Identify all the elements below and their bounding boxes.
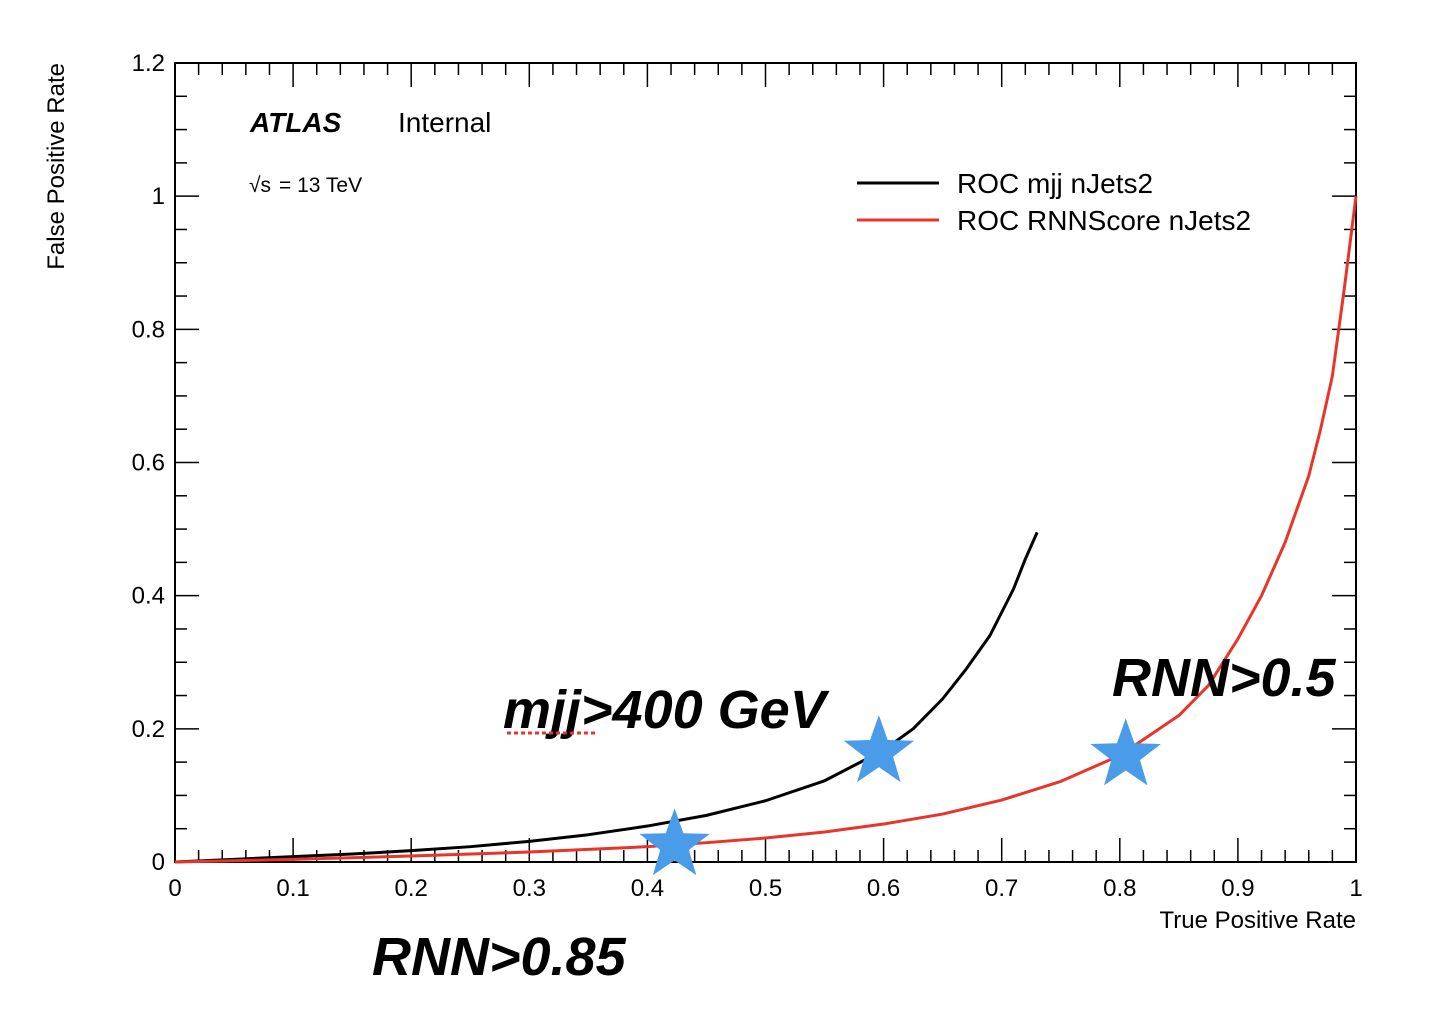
- legend: ROC mjj nJets2 ROC RNNScore nJets2: [857, 168, 1251, 236]
- x-tick-label: 0.8: [1103, 875, 1136, 902]
- y-tick-label: 1: [152, 183, 165, 210]
- x-tick-label: 0.7: [985, 875, 1018, 902]
- x-tick-label: 1: [1349, 875, 1362, 902]
- y-axis-title: False Positive Rate: [43, 63, 70, 270]
- x-tick-label: 0: [168, 875, 181, 902]
- star-marker-mjj-400: [843, 715, 915, 783]
- x-tick-label: 0.5: [749, 875, 782, 902]
- star-marker-rnn-0-85: [639, 808, 710, 876]
- legend-label-rnn: ROC RNNScore nJets2: [957, 205, 1251, 236]
- star-marker-rnn-0-5: [1090, 718, 1161, 786]
- series-line-rnn: [174, 195, 1358, 864]
- y-tick-label: 0.4: [132, 583, 165, 610]
- y-tick-label: 0.6: [132, 450, 165, 477]
- y-tick-label: 1.2: [132, 50, 165, 77]
- legend-label-mjj: ROC mjj nJets2: [957, 168, 1153, 199]
- series-line-mjj: [174, 531, 1039, 864]
- markers-layer: [639, 715, 1161, 876]
- internal-label: Internal: [398, 107, 491, 138]
- series-layer: [174, 195, 1358, 864]
- x-tick-label: 0.4: [631, 875, 664, 902]
- atlas-label: ATLAS: [249, 107, 342, 138]
- ticks-layer: [174, 62, 1357, 863]
- annotation-rnn-0-85: RNN>0.85: [372, 927, 627, 987]
- x-axis-title: True Positive Rate: [1159, 907, 1356, 934]
- x-tick-label: 0.2: [395, 875, 428, 902]
- energy-label: = 13 TeV: [279, 174, 362, 197]
- energy-symbol: √s: [249, 174, 271, 197]
- tick-labels-layer: 0 0.1 0.2 0.3 0.4 0.5 0.6 0.7 0.8 0.9 1 0 0.2 0.4 0.6 0…: [132, 50, 1363, 902]
- x-tick-label: 0.6: [867, 875, 900, 902]
- annotation-rnn-0-5: RNN>0.5: [1112, 648, 1337, 708]
- x-tick-label: 0.9: [1221, 875, 1254, 902]
- y-tick-label: 0.8: [132, 316, 165, 343]
- x-tick-label: 0.1: [276, 875, 309, 902]
- y-tick-label: 0.2: [132, 716, 165, 743]
- x-tick-label: 0.3: [513, 875, 546, 902]
- annotation-mjj-cut: mjj>400 GeV: [503, 680, 830, 740]
- y-tick-label: 0: [152, 849, 165, 876]
